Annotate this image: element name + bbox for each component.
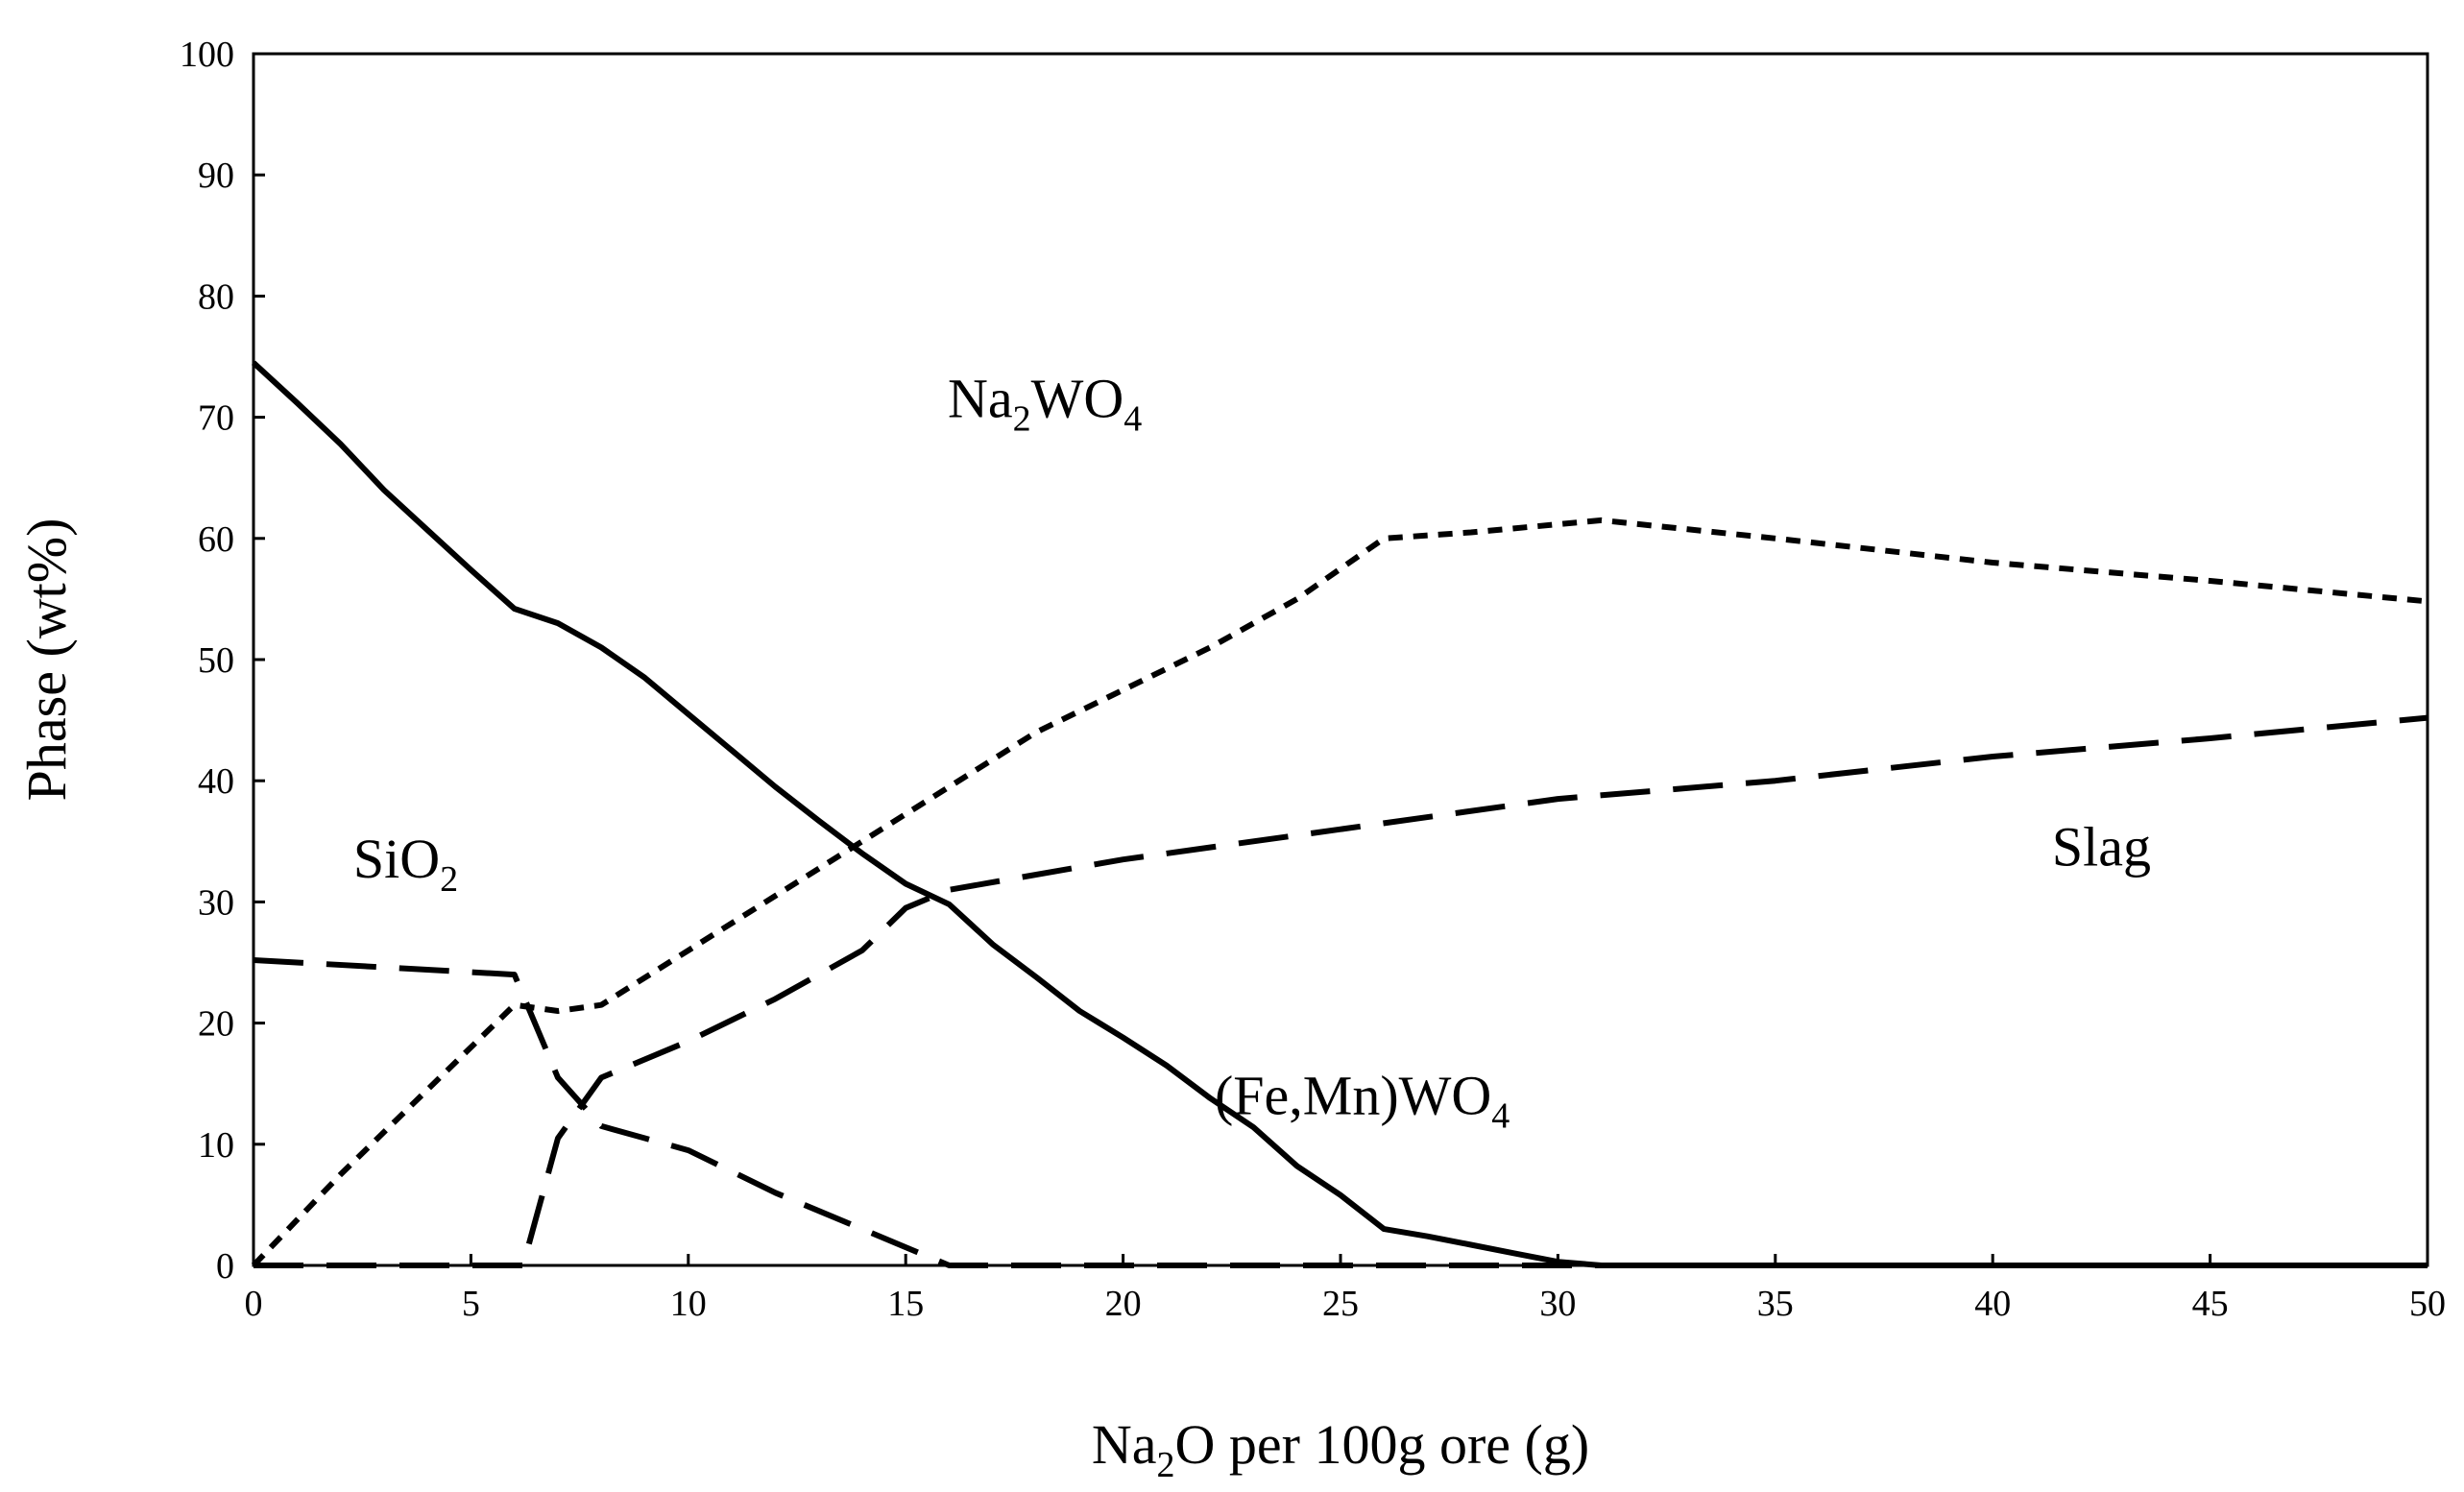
annotation-femnwo4: (Fe,Mn)WO4 [1215,1064,1510,1136]
annotation-part: (Fe,Mn)WO [1215,1064,1491,1126]
x-tick-label: 30 [1539,1284,1576,1324]
x-tick-label: 35 [1757,1284,1794,1324]
y-tick-label: 20 [198,1004,234,1045]
y-tick-label: 30 [198,882,234,923]
x-tick-label: 25 [1322,1284,1359,1324]
x-axis-title-sub: 2 [1157,1445,1175,1485]
x-tick-label: 5 [462,1284,480,1324]
y-tick-label: 80 [198,277,234,317]
ticks-layer: 0 5 10 15 20 25 30 35 40 45 50 0 10 20 30 40 50 60 70 80 90 1… [180,35,2446,1324]
x-tick-label: 40 [1974,1284,2011,1324]
y-tick-label: 0 [216,1246,234,1287]
annotation-slag: Slag [2052,816,2151,878]
x-axis-title: Na2O per 100g ore (g) [1092,1413,1589,1485]
y-tick-label: 50 [198,640,234,681]
series-line-femnwo4 [251,360,2428,1268]
annotation-part: 2 [440,859,458,900]
x-axis-title-post: O per 100g ore (g) [1175,1413,1590,1476]
annotation-part: Slag [2052,816,2151,878]
x-tick-label: 15 [887,1284,924,1324]
x-tick-label: 0 [245,1284,263,1324]
annotation-part: SiO [353,828,440,890]
annotation-sio2: SiO2 [353,828,458,900]
annotation-part: WO [1031,368,1124,430]
annotation-part: Na [948,368,1013,430]
y-tick-label: 90 [198,156,234,196]
y-tick-label: 60 [198,519,234,560]
y-tick-label: 70 [198,398,234,439]
y-tick-label: 40 [198,761,234,802]
annotation-na2wo4: Na2WO4 [948,368,1142,440]
annotation-part: 4 [1491,1095,1510,1136]
y-axis-title: Phase (wt%) [15,518,78,802]
annotation-part: 4 [1123,399,1142,440]
series-layer [251,360,2428,1268]
y-tick-label: 10 [198,1125,234,1166]
x-tick-label: 10 [670,1284,707,1324]
x-tick-label: 20 [1105,1284,1142,1324]
series-line-slag [254,714,2428,1268]
x-tick-label: 45 [2192,1284,2229,1324]
x-axis-title-pre: Na [1092,1413,1157,1476]
x-tick-label: 50 [2409,1284,2446,1324]
series-line-sio2 [253,957,2428,1268]
y-tick-label: 100 [180,35,234,75]
annotation-part: 2 [1013,399,1031,440]
